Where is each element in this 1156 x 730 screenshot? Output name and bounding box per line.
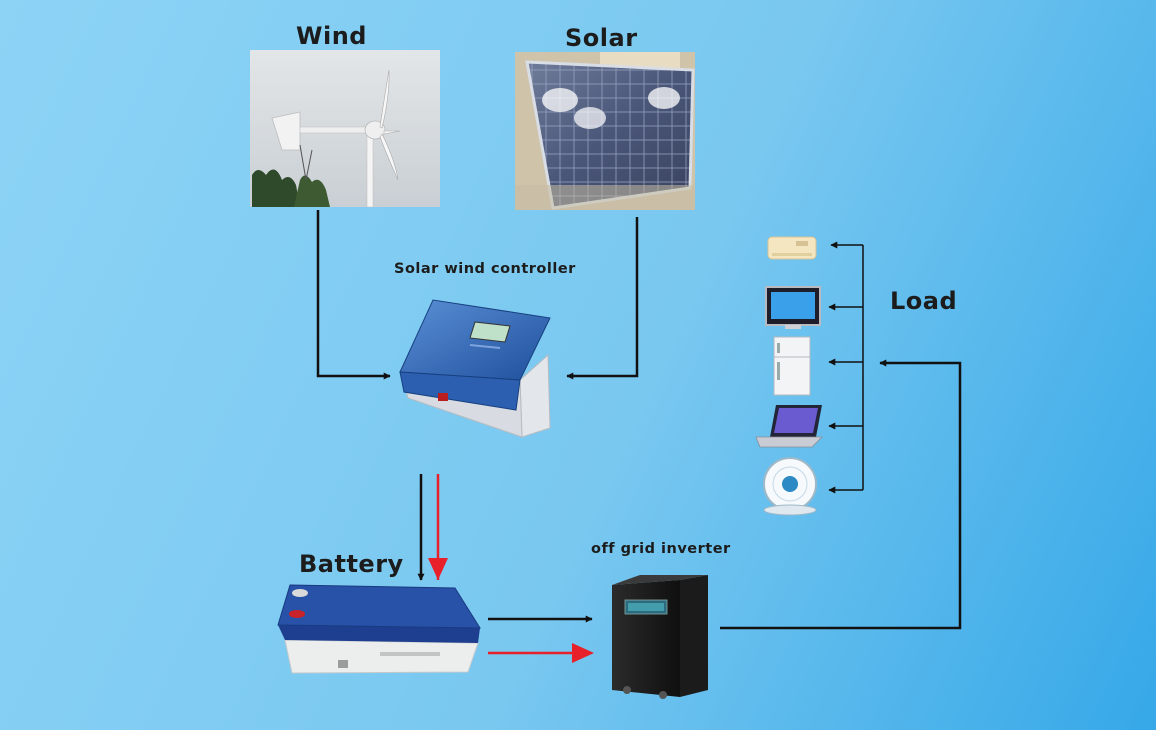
edge-inverter-to-load xyxy=(720,359,962,630)
refrigerator-icon xyxy=(773,336,811,396)
arrowhead-red-battery xyxy=(428,558,448,580)
solar-label: Solar xyxy=(565,24,638,52)
television-icon xyxy=(765,286,821,329)
controller-label: Solar wind controller xyxy=(394,261,576,277)
fan-icon xyxy=(763,457,817,516)
battery-label: Battery xyxy=(299,550,404,578)
wind-label: Wind xyxy=(296,22,367,50)
inverter-label: off grid inverter xyxy=(591,541,731,557)
load-label: Load xyxy=(890,287,958,315)
edge-solar-to-controller xyxy=(566,217,639,380)
wind-turbine-image xyxy=(250,50,440,208)
connector-lines xyxy=(316,210,962,663)
inverter-image xyxy=(612,575,708,699)
solar-panel-image xyxy=(515,52,695,210)
solar-wind-controller-image xyxy=(399,299,551,438)
air-conditioner-icon xyxy=(767,236,817,260)
battery-image xyxy=(277,584,481,674)
laptop-icon xyxy=(755,405,823,448)
arrowhead-red-inverter xyxy=(572,643,594,663)
edge-wind-to-controller xyxy=(316,210,391,380)
